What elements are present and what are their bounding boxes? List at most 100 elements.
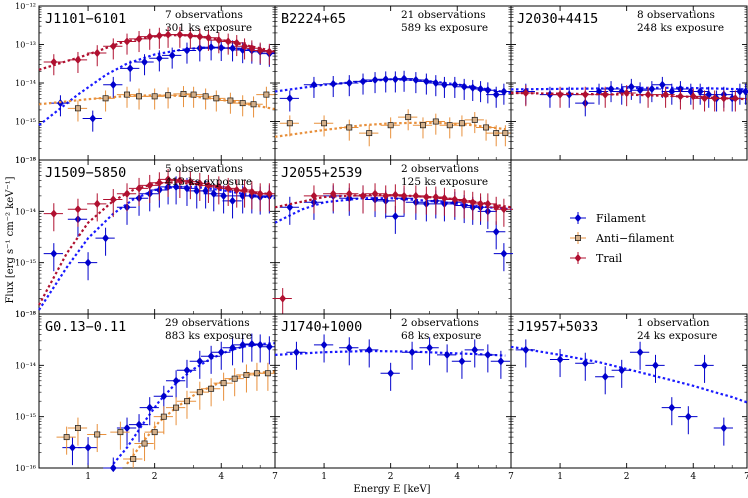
data-point [215, 182, 223, 191]
data-point [265, 342, 273, 351]
data-point [648, 84, 656, 94]
data-point [172, 376, 180, 385]
data-point [124, 91, 130, 98]
x-tick-label: 2 [388, 472, 394, 482]
panel-frame [510, 5, 748, 161]
data-point [265, 47, 273, 56]
data-point [196, 32, 204, 41]
data-point [581, 90, 589, 99]
data-point [123, 37, 131, 46]
data-point [109, 195, 117, 204]
data-point [243, 371, 250, 378]
data-point [265, 189, 273, 198]
data-point [202, 93, 209, 100]
data-point [93, 48, 101, 58]
data-point [623, 88, 631, 98]
x-tick-label: 1 [85, 472, 91, 482]
data-point [205, 181, 212, 190]
x-tick-label: 1 [321, 472, 327, 482]
data-point [321, 120, 328, 127]
panel-title: J1509−5850 [45, 165, 126, 181]
data-point [644, 90, 652, 99]
panel-observations: 21 observations [401, 9, 486, 21]
data-point [441, 194, 448, 203]
data-point [279, 294, 287, 303]
chart-panel: 10⁻¹³ 10⁻¹⁴ 10⁻¹⁵ 10⁻¹⁶ J1509−5850 5 observat… [15, 156, 279, 319]
data-point [183, 46, 191, 55]
data-point [460, 82, 468, 91]
data-point [229, 343, 236, 352]
panel-exposure: 301 ks exposure [165, 22, 252, 34]
data-point [371, 75, 379, 85]
data-point [74, 425, 81, 432]
data-point [432, 118, 439, 125]
data-point [601, 372, 609, 381]
data-point [701, 361, 708, 370]
data-point [183, 366, 191, 375]
data-point [227, 97, 234, 104]
data-point [50, 249, 58, 258]
data-point [405, 114, 412, 121]
data-point [196, 357, 204, 366]
data-point [412, 191, 420, 200]
data-point [492, 227, 500, 236]
data-point [293, 348, 300, 357]
y-tick-label: 10⁻¹⁶ [15, 310, 36, 319]
data-point [346, 124, 353, 131]
data-point [102, 234, 109, 243]
legend-marker [574, 253, 582, 263]
data-point [556, 355, 564, 364]
legend-label-filament: Filament [596, 212, 646, 225]
x-tick-label: 4 [218, 472, 224, 482]
data-point [500, 205, 508, 214]
data-point [618, 366, 626, 375]
y-tick-label: 10⁻¹⁴ [15, 361, 36, 370]
data-point [408, 348, 416, 357]
data-point [684, 412, 692, 421]
data-point [123, 189, 131, 198]
data-point [231, 375, 238, 382]
data-point [458, 357, 466, 366]
data-point [469, 83, 477, 92]
data-point [248, 339, 256, 349]
panel-exposure: 125 ks exposure [401, 176, 488, 188]
data-point [443, 350, 451, 359]
data-point [164, 30, 172, 39]
data-point [484, 350, 492, 359]
panel-exposure: 589 ks exposure [401, 22, 488, 34]
panel-frame [274, 313, 512, 469]
data-point [696, 87, 704, 96]
series-trail [272, 183, 514, 314]
data-point [74, 55, 82, 64]
series-filament [274, 334, 511, 391]
data-point [668, 403, 676, 412]
x-tick-label: 7 [744, 472, 748, 482]
data-point [677, 92, 684, 101]
panel-title: G0.13−0.11 [45, 319, 126, 335]
data-point [497, 357, 505, 366]
data-point [345, 189, 353, 198]
data-point [74, 105, 81, 112]
data-point [229, 196, 236, 205]
data-point [451, 195, 459, 204]
data-point [446, 122, 453, 129]
data-point [492, 90, 500, 99]
data-point [74, 205, 82, 214]
data-point [345, 343, 353, 352]
panel-title: J1740+1000 [281, 319, 362, 335]
panel-title: J1101−6101 [45, 11, 126, 27]
y-tick-label: 10⁻¹³ [15, 41, 36, 50]
y-tick-label: 10⁻¹³ [15, 156, 36, 165]
data-point [371, 189, 379, 198]
data-point [432, 192, 440, 202]
data-point [220, 380, 227, 387]
data-point [135, 184, 143, 193]
data-point [387, 369, 395, 378]
data-point [731, 94, 739, 103]
data-point [207, 43, 215, 52]
data-point [366, 130, 373, 137]
panel-observations: 1 observation [637, 317, 710, 329]
model-line [510, 345, 748, 404]
